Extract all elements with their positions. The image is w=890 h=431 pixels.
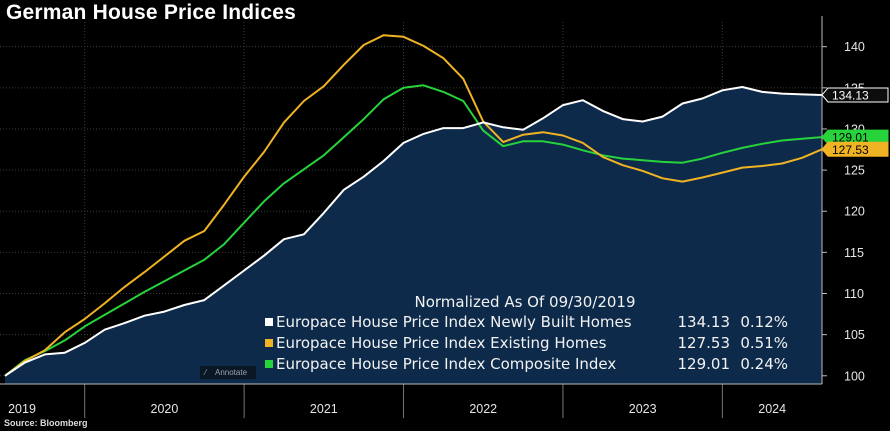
tag-value: 129.01 [832, 131, 869, 145]
last-value-tag-newly_built: 134.13 [821, 87, 889, 103]
line-layer [4, 34, 823, 377]
y-tick-label: 120 [844, 205, 865, 219]
tag-shape [821, 141, 889, 157]
line-newly_built [4, 86, 823, 377]
legend-label-newly-built: Europace House Price Index Newly Built H… [276, 313, 632, 331]
line-composite [4, 84, 823, 377]
legend-last-composite: 129.01 [678, 355, 731, 373]
y-tick-label: 125 [844, 164, 865, 178]
legend-label-existing: Europace House Price Index Existing Home… [276, 334, 607, 352]
x-tick-label: 2020 [151, 402, 179, 416]
annotate-label: Annotate [215, 368, 248, 377]
line-existing [4, 34, 823, 377]
legend-change-existing: 0.51% [740, 334, 788, 352]
legend-subtitle: Normalized As Of 09/30/2019 [415, 293, 636, 311]
tag-value: 134.13 [832, 88, 869, 102]
x-tick-label: 2024 [758, 402, 786, 416]
y-tick-label: 110 [844, 287, 864, 301]
legend-label-composite: Europace House Price Index Composite Ind… [276, 355, 616, 373]
x-tick-label: 2022 [469, 402, 497, 416]
legend-box [256, 286, 795, 383]
legend-last-existing: 127.53 [678, 334, 731, 352]
y-tick-label: 100 [844, 369, 865, 383]
legend-change-newly-built: 0.12% [740, 313, 788, 331]
pencil-icon: ⁄ [203, 368, 208, 377]
x-tick-label: 2021 [310, 402, 338, 416]
x-tick-label: 2019 [8, 402, 36, 416]
annotate-button[interactable]: ⁄ Annotate [200, 366, 256, 379]
legend-change-composite: 0.24% [740, 355, 788, 373]
y-tick-label: 105 [844, 328, 865, 342]
x-tick-label: 2023 [629, 402, 657, 416]
y-tick-label: 140 [844, 40, 865, 54]
tag-value: 127.53 [832, 143, 869, 157]
legend-swatch-existing [265, 339, 273, 347]
tag-shape [821, 87, 889, 103]
legend-swatch-composite [265, 360, 273, 368]
last-value-tag-existing: 127.53 [821, 141, 889, 157]
chart-title: German House Price Indices [6, 1, 296, 24]
source-note: Source: Bloomberg [4, 418, 88, 428]
legend: Normalized As Of 09/30/2019 Europace Hou… [256, 286, 795, 383]
legend-last-newly-built: 134.13 [678, 313, 731, 331]
legend-swatch-newly-built [265, 318, 273, 326]
axis-layer: 1001051101151201251301351402019202020212… [0, 16, 865, 418]
y-tick-label: 115 [844, 246, 864, 260]
